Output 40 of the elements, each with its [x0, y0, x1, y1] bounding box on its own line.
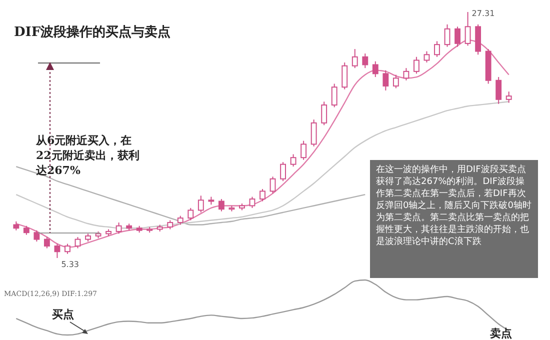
candlestick — [454, 26, 460, 48]
candlestick — [424, 50, 430, 63]
candlestick — [331, 83, 338, 108]
candlestick — [352, 48, 358, 69]
candlestick — [34, 230, 40, 242]
candlestick — [464, 12, 471, 46]
candlestick — [260, 188, 266, 202]
candlestick — [249, 196, 256, 208]
candlestick — [392, 74, 399, 89]
candlestick — [434, 40, 440, 58]
candlestick — [116, 222, 122, 234]
candlestick — [372, 60, 378, 78]
candlestick — [342, 62, 348, 90]
candlestick — [506, 91, 512, 104]
candlestick — [270, 176, 276, 194]
candlestick — [403, 68, 410, 81]
candlestick — [362, 53, 368, 69]
candlestick — [300, 140, 307, 160]
text: 5.33 — [61, 260, 80, 269]
annotation: 卖点 — [490, 327, 512, 340]
text-panel: 在这一波的操作中，用DIF波段买卖点获得了高达267%的利润。DIF波段操作第二卖点在第一卖点后，若DIF再次反弹回0轴之上，随后又向下跌破0轴时为第二卖点。第二卖点比第一卖点的把握性更大，其往往是主跌浪的开始，也是波浪理论中讲的C浪下跌 — [370, 160, 538, 278]
candlestick — [74, 236, 81, 249]
candlestick — [64, 243, 70, 254]
candlestick — [54, 243, 60, 258]
candlestick — [444, 24, 450, 48]
candlestick — [496, 76, 502, 104]
candlestick — [198, 195, 204, 213]
annotation: 27.31 — [472, 9, 495, 18]
candlestick — [44, 236, 50, 249]
candlestick — [280, 162, 286, 182]
annotation: 买点 — [52, 308, 74, 321]
candlestick — [188, 207, 194, 221]
candlestick — [290, 154, 296, 168]
candlestick — [414, 56, 420, 74]
candlestick — [218, 198, 224, 212]
candlestick — [310, 119, 317, 147]
annotation: 从6元附近买入，在22元附近卖出，获利达267% — [36, 133, 140, 178]
candlestick — [382, 70, 389, 91]
candlestick — [321, 101, 328, 126]
text: DIF波段操作的买点与卖点 — [14, 24, 171, 40]
